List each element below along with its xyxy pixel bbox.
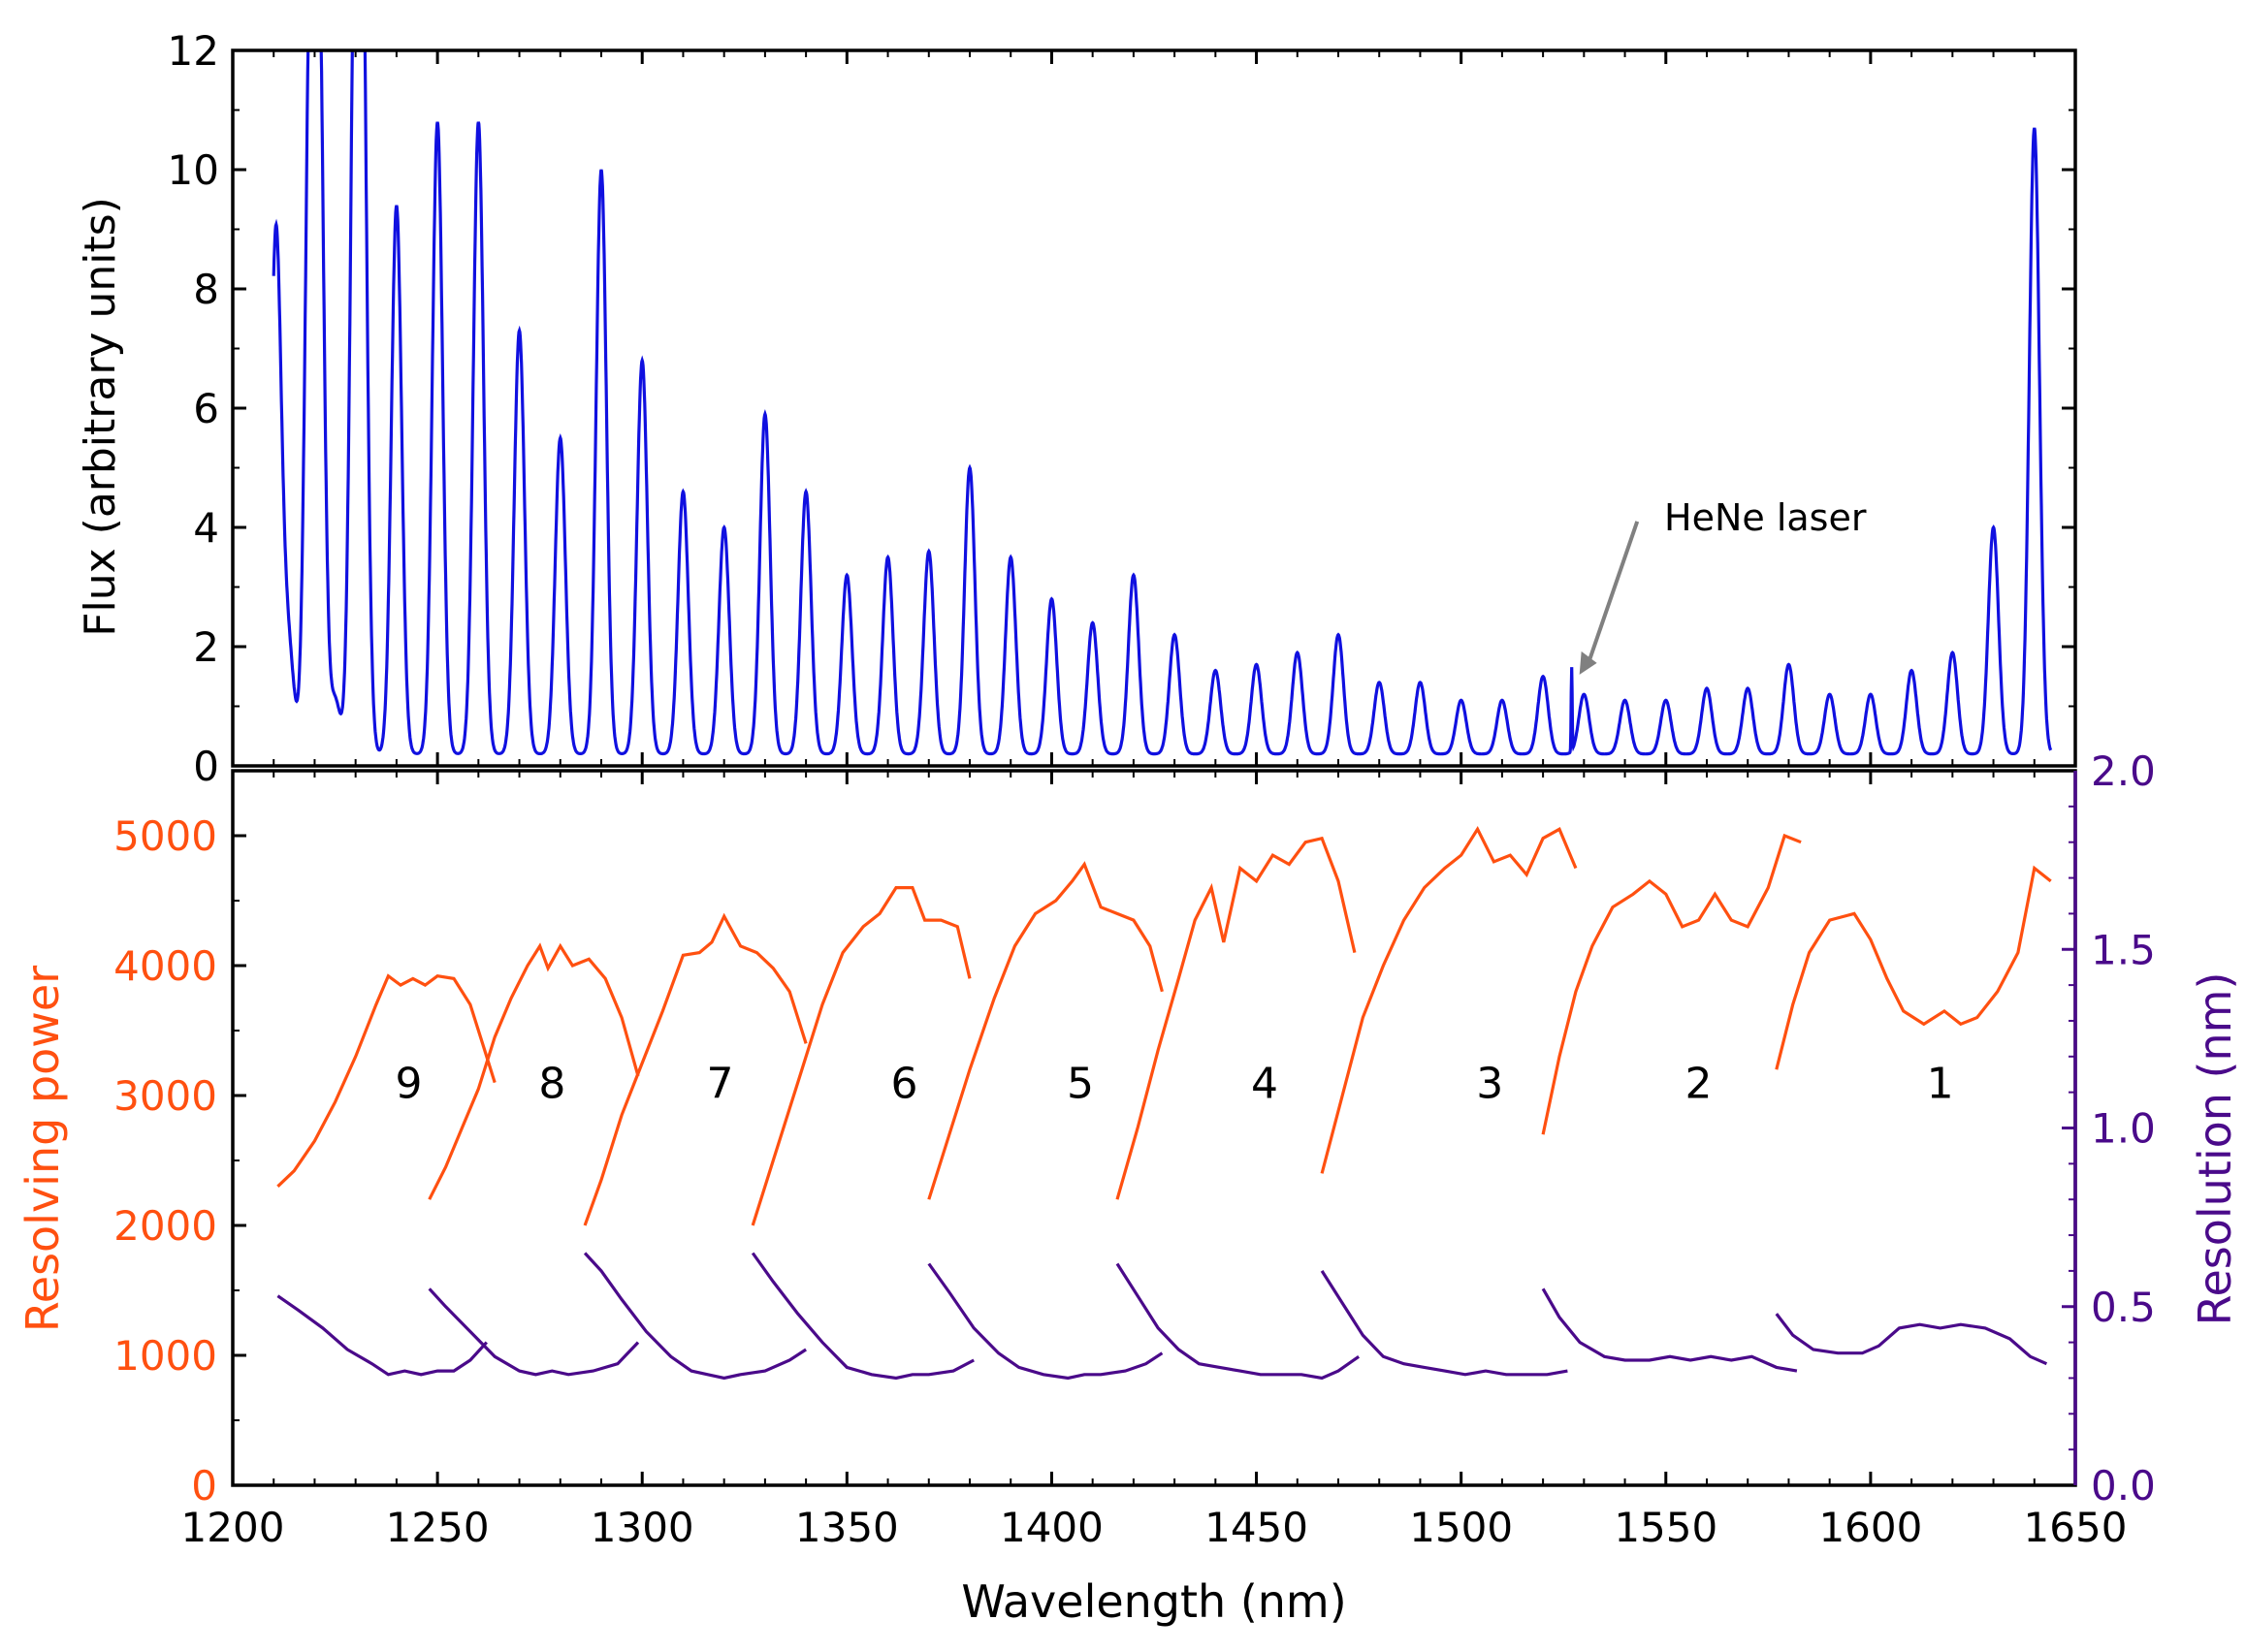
top-panel-frame [231,48,2077,768]
order-label: 8 [538,1060,565,1109]
resolving-power-order-4 [1115,836,1357,1200]
resolution-order-8 [428,1287,640,1377]
right-y-tick-label: 1.5 [2091,926,2156,973]
resolving-power-order-3 [1320,826,1578,1174]
resolution-order-7 [583,1252,807,1381]
top-y-tick-label: 10 [168,146,219,194]
resolving-power-order-8 [428,942,640,1200]
x-tick-label: 1600 [1818,1504,1922,1551]
x-tick-label: 1200 [181,1504,285,1551]
left-y-tick-label: 5000 [113,812,217,860]
resolution-order-3 [1320,1270,1568,1377]
top-y-tick-label: 12 [168,27,219,75]
order-label: 5 [1067,1060,1094,1109]
order-label: 7 [706,1060,733,1109]
order-label: 3 [1476,1060,1503,1109]
top-y-tick-label: 6 [193,385,219,432]
resolution-order-9 [276,1294,488,1377]
hene-arrow-shaft [1587,521,1640,662]
bottom-panel: 9 8 7 6 5 4 3 2 1 [276,826,2052,1381]
top-y-tick-label: 4 [193,504,219,552]
right-y-tick-label: 1.0 [2091,1105,2156,1153]
order-label: 2 [1685,1060,1713,1109]
right-y-tick-label: 0.5 [2091,1284,2156,1331]
top-panel [272,50,2053,756]
x-tick-label: 1550 [1614,1504,1717,1551]
resolution-order-4 [1115,1262,1361,1381]
x-tick-label: 1450 [1204,1504,1308,1551]
top-ylabel: Flux (arbitrary units) [76,197,125,637]
x-tick-label: 1650 [2024,1504,2128,1551]
right-y-axis-label: Resolution (nm) [2189,972,2241,1326]
x-tick-label: 1300 [591,1504,694,1551]
resolution-order-2 [1541,1287,1798,1373]
resolving-power-order-9 [276,973,497,1188]
x-tick-label: 1350 [795,1504,899,1551]
resolution-order-6 [751,1252,975,1381]
top-y-tick-label: 8 [193,266,219,313]
top-y-tick-label: 0 [193,743,219,790]
axes-frame: 0246810120100020003000400050000.00.51.01… [113,27,2156,1551]
top-y-tick-label: 2 [193,623,219,671]
resolving-power-order-1 [1775,865,2052,1070]
order-label: 4 [1251,1060,1278,1109]
order-label: 9 [396,1060,423,1109]
resolution-order-1 [1775,1313,2048,1366]
order-label: 1 [1927,1060,1954,1109]
hene-arrow-head [1579,651,1597,675]
resolving-power-order-6 [751,885,972,1226]
left-y-tick-label: 1000 [113,1332,217,1380]
x-tick-label: 1400 [1000,1504,1104,1551]
order-label: 6 [890,1060,917,1109]
left-y-tick-label: 0 [191,1462,217,1509]
right-y-tick-label: 0.0 [2091,1462,2156,1509]
resolution-order-5 [927,1262,1164,1381]
x-axis-label: Wavelength (nm) [961,1575,1346,1628]
left-y-axis-label: Resolving power [16,966,69,1332]
resolving-power-order-5 [927,861,1164,1200]
left-y-tick-label: 4000 [113,942,217,990]
bottom-panel-frame [231,769,2077,1487]
flux-spectrum-line [272,50,2053,756]
right-y-tick-label: 2.0 [2091,747,2156,795]
x-tick-label: 1250 [386,1504,490,1551]
hene-laser-annotation: HeNe laser [1664,496,1867,539]
resolving-power-order-7 [583,912,808,1226]
left-y-tick-label: 2000 [113,1202,217,1250]
x-tick-label: 1500 [1409,1504,1513,1551]
left-y-tick-label: 3000 [113,1072,217,1120]
resolving-power-order-2 [1541,833,1802,1135]
